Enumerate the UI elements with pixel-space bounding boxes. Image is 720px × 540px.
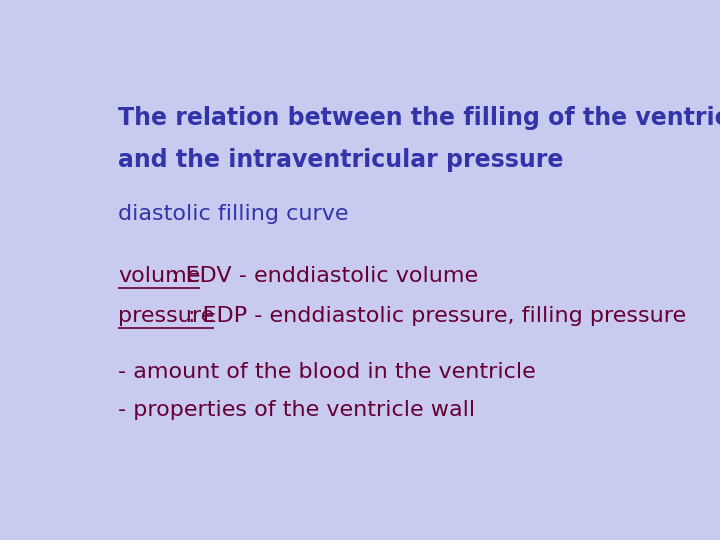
Text: The relation between the filling of the ventricle: The relation between the filling of the … xyxy=(118,106,720,130)
Text: and the intraventricular pressure: and the intraventricular pressure xyxy=(118,148,563,172)
Text: - properties of the ventricle wall: - properties of the ventricle wall xyxy=(118,400,475,420)
Text: diastolic filling curve: diastolic filling curve xyxy=(118,204,348,224)
Text: volume: volume xyxy=(118,266,200,286)
Text: : EDV - enddiastolic volume: : EDV - enddiastolic volume xyxy=(171,266,478,286)
Text: - amount of the blood in the ventricle: - amount of the blood in the ventricle xyxy=(118,362,536,382)
Text: : EDP - enddiastolic pressure, filling pressure: : EDP - enddiastolic pressure, filling p… xyxy=(188,306,685,326)
Text: pressure: pressure xyxy=(118,306,214,326)
